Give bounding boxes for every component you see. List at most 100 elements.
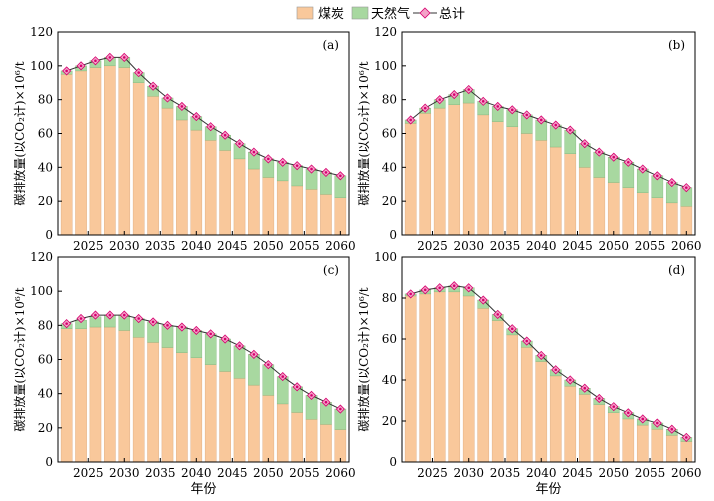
gas-bar xyxy=(233,345,246,379)
gas-bar xyxy=(248,354,260,386)
x-tick-label: 2040 xyxy=(181,466,212,480)
coal-bar xyxy=(491,320,504,463)
total-marker-dot xyxy=(65,322,68,325)
x-tick-label: 2055 xyxy=(289,466,320,480)
total-marker-dot xyxy=(180,105,184,108)
y-tick-label: 0 xyxy=(389,455,397,469)
coal-bar xyxy=(320,424,332,463)
coal-bar xyxy=(132,337,145,463)
legend-gas-label: 天然气 xyxy=(371,6,410,22)
plot-frame xyxy=(401,256,696,463)
x-tick-label: 2050 xyxy=(598,239,629,253)
total-marker-dot xyxy=(267,157,270,161)
x-axis-label: 年份 xyxy=(535,482,561,497)
coal-bar xyxy=(535,361,548,463)
total-marker-dot xyxy=(166,96,169,100)
legend-gas-swatch xyxy=(351,6,369,20)
legend-coal-swatch xyxy=(296,6,314,20)
coal-bar xyxy=(219,150,231,236)
total-marker-dot xyxy=(452,93,456,96)
coal-bar xyxy=(462,295,475,463)
coal-bar xyxy=(491,121,504,236)
coal-bar xyxy=(161,107,174,236)
coal-bar xyxy=(262,177,275,236)
y-tick-label: 80 xyxy=(38,318,53,332)
total-marker-dot xyxy=(151,84,155,88)
coal-bar xyxy=(89,67,102,236)
legend: 煤炭 天然气 总计 xyxy=(296,6,465,22)
x-tick-label: 2060 xyxy=(325,466,356,480)
coal-bar xyxy=(291,412,303,463)
y-tick-label: 20 xyxy=(38,194,53,208)
y-tick-label: 60 xyxy=(38,353,53,367)
total-marker-dot xyxy=(108,313,112,317)
coal-bar xyxy=(248,168,260,236)
coal-bar xyxy=(132,82,145,236)
y-tick-label: 0 xyxy=(45,455,53,469)
coal-bar xyxy=(680,206,693,236)
x-tick-label: 2050 xyxy=(598,466,629,480)
coal-bar xyxy=(118,330,131,463)
coal-bar xyxy=(248,384,260,463)
coal-bar xyxy=(89,326,102,463)
x-tick-label: 2035 xyxy=(490,239,521,253)
coal-bar xyxy=(233,158,246,236)
total-marker-dot xyxy=(510,327,514,331)
coal-bar xyxy=(636,424,649,463)
coal-bar xyxy=(104,65,116,236)
total-marker-dot xyxy=(151,320,155,324)
coal-bar xyxy=(219,371,231,463)
total-marker-dot xyxy=(583,386,587,390)
coal-bar xyxy=(161,347,174,463)
legend-coal-label: 煤炭 xyxy=(318,7,344,22)
plot-frame xyxy=(57,256,350,463)
total-marker-dot xyxy=(684,436,688,439)
panel-label: (a) xyxy=(322,38,339,52)
total-marker-dot xyxy=(423,106,427,110)
total-marker-dot xyxy=(180,325,184,329)
x-tick-label: 2045 xyxy=(217,239,248,253)
coal-bar xyxy=(276,403,289,463)
total-marker-dot xyxy=(295,164,299,167)
total-marker-dot xyxy=(568,378,572,382)
y-tick-label: 40 xyxy=(382,160,397,174)
coal-bar xyxy=(448,291,461,463)
x-tick-label: 2025 xyxy=(73,239,104,253)
coal-bar xyxy=(419,293,432,463)
coal-bar xyxy=(564,385,577,463)
coal-bar xyxy=(549,146,562,236)
coal-bar xyxy=(334,197,347,236)
y-axis-label: 碳排放量(以CO₂计)×10⁶/t xyxy=(356,61,371,205)
y-tick-label: 100 xyxy=(374,59,397,73)
x-tick-label: 2025 xyxy=(73,466,104,480)
x-axis-label: 年份 xyxy=(190,482,216,497)
total-marker-dot xyxy=(626,411,630,415)
coal-bar xyxy=(60,328,73,463)
total-marker-dot xyxy=(252,353,256,356)
total-marker-dot xyxy=(481,298,485,302)
total-marker-dot xyxy=(310,394,313,397)
coal-bar xyxy=(593,177,606,236)
coal-bar xyxy=(607,182,620,236)
total-marker-dot xyxy=(324,171,328,174)
coal-bar xyxy=(190,357,203,463)
total-marker-dot xyxy=(568,128,572,132)
total-marker-dot xyxy=(252,150,256,154)
coal-bar xyxy=(190,129,203,236)
coal-bar xyxy=(147,96,159,236)
x-tick-label: 2040 xyxy=(526,239,557,253)
total-marker-dot xyxy=(65,69,68,73)
coal-bar xyxy=(665,435,678,463)
total-marker-dot xyxy=(554,368,558,372)
total-marker-dot xyxy=(295,385,299,389)
y-tick-label: 60 xyxy=(382,127,397,141)
total-marker-dot xyxy=(641,167,645,171)
coal-bar xyxy=(506,126,519,236)
x-tick-label: 2040 xyxy=(526,466,557,480)
gas-bar xyxy=(262,364,275,396)
coal-bar xyxy=(419,112,432,236)
coal-bar xyxy=(651,429,664,463)
